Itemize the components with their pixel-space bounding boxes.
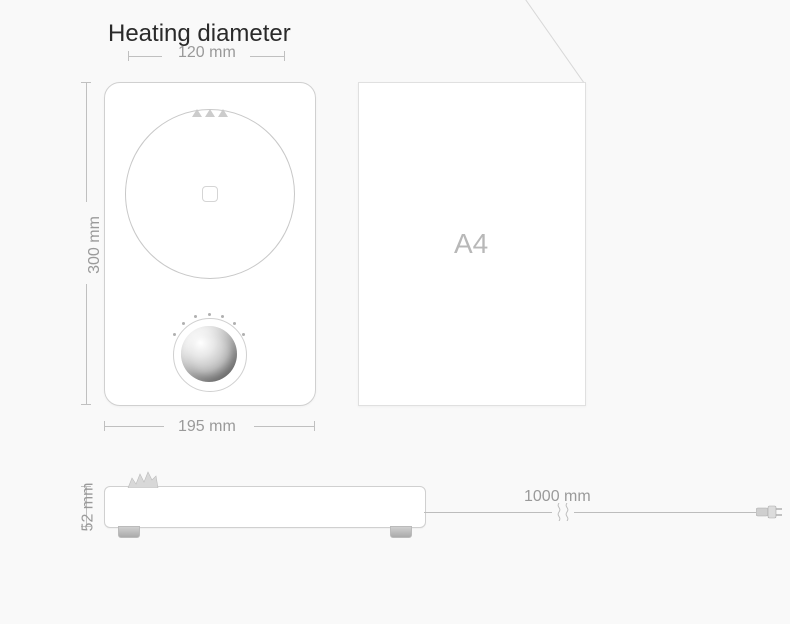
dim-cable-label: 1000 mm: [524, 488, 591, 506]
center-mark-icon: [202, 186, 218, 202]
dim-width-right-bar: [254, 426, 314, 427]
a4-diagonal-line: [357, 0, 584, 83]
power-plug-icon: [756, 504, 782, 520]
dim-heating-label: 120 mm: [178, 44, 236, 62]
dim-depth-top-tick: [81, 82, 91, 83]
dim-height-label: 52 mm: [79, 483, 97, 532]
knob-indicator-dot: [194, 315, 197, 318]
dim-width-label: 195 mm: [178, 418, 236, 436]
dim-heating-left-bar: [128, 56, 162, 57]
dim-depth-bottom-tick: [81, 404, 91, 405]
a4-label: A4: [454, 228, 488, 260]
device-foot: [390, 526, 412, 538]
dim-width-left-tick: [104, 421, 105, 431]
device-side-view: [104, 486, 426, 528]
side-knob-silhouette: [126, 470, 160, 488]
dim-depth-bottom-bar: [86, 284, 87, 404]
power-cable: [574, 512, 756, 513]
dim-depth-top-bar: [86, 82, 87, 202]
control-knob: [181, 326, 237, 382]
power-cable: [424, 512, 552, 513]
dim-heating-right-tick: [284, 51, 285, 61]
knob-indicator-dot: [208, 313, 211, 316]
dim-depth-label: 300 mm: [86, 216, 104, 274]
dim-width-left-bar: [104, 426, 164, 427]
device-foot: [118, 526, 140, 538]
knob-indicator-dot: [173, 333, 176, 336]
knob-indicator-dot: [182, 322, 185, 325]
dim-heating-left-tick: [128, 51, 129, 61]
dim-width-right-tick: [314, 421, 315, 431]
knob-indicator-dot: [242, 333, 245, 336]
dim-heating-right-bar: [250, 56, 284, 57]
